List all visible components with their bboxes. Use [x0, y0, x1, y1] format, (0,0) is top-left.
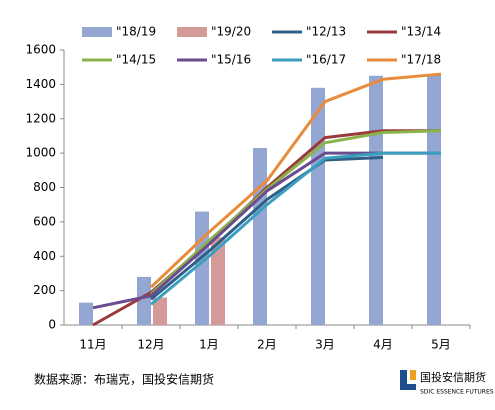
logo-mark: [400, 370, 407, 390]
line: [150, 151, 441, 306]
y-tick-label: 1400: [25, 77, 56, 91]
x-tick-label: 3月: [315, 338, 335, 352]
bar: [195, 211, 209, 325]
bar: [137, 276, 151, 325]
legend-label: "13/14: [401, 25, 441, 39]
y-tick-label: 1000: [25, 146, 56, 160]
y-tick-label: 1600: [25, 43, 56, 57]
legend-label: "18/19: [116, 25, 156, 39]
source-note: 数据来源：布瑞克，国投安信期货: [34, 372, 214, 387]
legend-label: "15/16: [211, 53, 251, 67]
line: [149, 129, 442, 296]
y-tick-label: 200: [33, 283, 56, 297]
y-tick-label: 800: [33, 180, 56, 194]
legend-label: "12/13: [306, 25, 346, 39]
logo-name: 国投安信期货: [420, 370, 486, 384]
y-tick-label: 600: [33, 214, 56, 228]
y-tick-label: 400: [33, 249, 56, 263]
bar: [79, 302, 93, 325]
legend-swatch: [82, 27, 112, 37]
legend-label: "17/18: [401, 53, 441, 67]
legend-label: "14/15: [116, 53, 156, 67]
bar: [427, 74, 441, 325]
x-tick-label: 2月: [257, 338, 277, 352]
x-tick-label: 1月: [199, 338, 219, 352]
line: [150, 155, 384, 301]
y-tick-label: 1200: [25, 111, 56, 125]
logo-subtitle: SDIC ESSENCE FUTURES: [420, 389, 494, 396]
legend-label: "19/20: [211, 25, 251, 39]
legend-swatch: [177, 27, 207, 37]
line: [149, 72, 442, 289]
bar: [369, 75, 383, 325]
x-tick-label: 5月: [431, 338, 451, 352]
bar: [211, 237, 225, 325]
logo-mark: [410, 370, 416, 380]
logo-mark: [400, 384, 416, 390]
bar: [253, 147, 267, 325]
y-tick-label: 0: [48, 318, 56, 332]
bar: [153, 297, 167, 325]
x-tick-label: 12月: [137, 338, 164, 352]
x-tick-label: 4月: [373, 338, 393, 352]
bar: [311, 87, 325, 325]
x-tick-label: 11月: [79, 338, 106, 352]
legend-label: "16/17: [306, 53, 346, 67]
